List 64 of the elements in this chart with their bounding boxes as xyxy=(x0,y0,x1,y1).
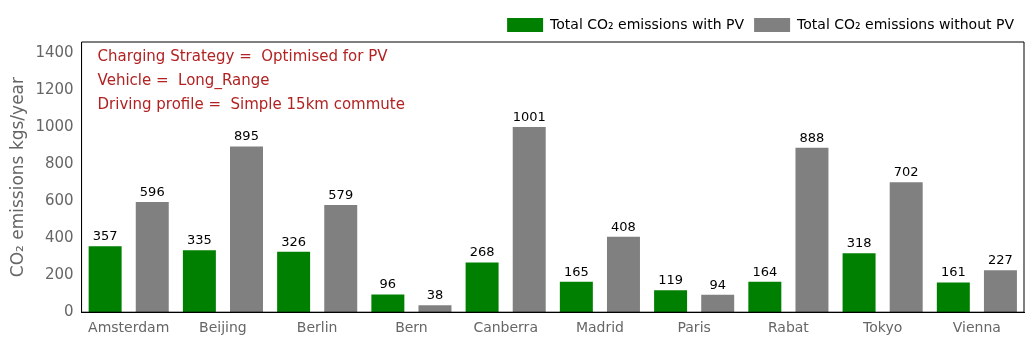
x-tick-label: Rabat xyxy=(767,319,810,336)
y-tick-label: 600 xyxy=(44,191,74,210)
bar xyxy=(795,147,829,313)
data-label: 357 xyxy=(92,228,118,244)
x-tick-label: Amsterdam xyxy=(88,319,170,336)
data-label: 164 xyxy=(752,263,778,279)
bar xyxy=(371,294,405,313)
y-tick-label: 200 xyxy=(44,265,74,284)
data-label: 596 xyxy=(139,183,165,199)
data-label: 408 xyxy=(611,218,636,234)
data-label: 94 xyxy=(709,276,726,292)
bar xyxy=(88,246,122,313)
bar xyxy=(748,281,782,313)
bar xyxy=(842,253,876,313)
data-label: 38 xyxy=(426,287,444,303)
bar xyxy=(559,281,593,313)
data-label: 96 xyxy=(379,276,397,292)
data-label: 318 xyxy=(846,235,872,251)
y-tick-label: 1000 xyxy=(35,117,74,136)
x-tick-label: Berlin xyxy=(296,319,338,336)
legend-label: Total CO₂ emissions without PV xyxy=(796,15,1015,32)
x-tick-label: Vienna xyxy=(952,319,1001,336)
x-tick-label: Madrid xyxy=(575,319,624,336)
bar xyxy=(324,205,358,313)
annotation: Driving profile = Simple 15km commute xyxy=(97,95,405,114)
bar xyxy=(465,262,499,313)
bar xyxy=(182,250,216,313)
y-tick-label: 1400 xyxy=(35,42,74,61)
data-label: 165 xyxy=(563,263,589,279)
data-label: 895 xyxy=(234,128,259,144)
bar xyxy=(606,236,640,313)
x-tick-label: Paris xyxy=(677,319,711,336)
data-label: 326 xyxy=(281,233,307,249)
bar xyxy=(512,126,546,313)
x-tick-label: Tokyo xyxy=(862,319,903,336)
y-axis-title: CO₂ emissions kgs/year xyxy=(6,76,27,278)
data-label: 268 xyxy=(469,244,495,260)
data-label: 579 xyxy=(328,186,354,202)
x-tick-label: Beijing xyxy=(199,319,247,336)
data-label: 888 xyxy=(799,129,825,145)
bar xyxy=(277,251,311,313)
bar xyxy=(418,305,452,313)
y-tick-label: 800 xyxy=(44,154,74,173)
x-tick-label: Bern xyxy=(395,319,428,336)
data-label: 161 xyxy=(940,264,966,280)
data-label: 119 xyxy=(658,272,683,288)
y-tick-label: 400 xyxy=(44,228,74,247)
x-tick-label: Canberra xyxy=(473,319,538,336)
bar xyxy=(983,270,1017,313)
bar xyxy=(654,290,688,313)
bar xyxy=(230,146,263,313)
y-tick-label: 1200 xyxy=(35,80,74,99)
annotation: Charging Strategy = Optimised for PV xyxy=(97,47,389,66)
data-label: 227 xyxy=(988,252,1013,268)
annotation: Vehicle = Long_Range xyxy=(97,71,270,91)
data-label: 702 xyxy=(893,164,919,180)
legend-label: Total CO₂ emissions with PV xyxy=(549,15,745,32)
bar xyxy=(936,282,970,313)
bar xyxy=(701,294,735,313)
bar xyxy=(135,201,169,313)
data-label: 1001 xyxy=(512,108,546,124)
data-label: 335 xyxy=(186,232,212,248)
bar xyxy=(889,182,923,313)
y-tick-label: 0 xyxy=(64,302,74,321)
